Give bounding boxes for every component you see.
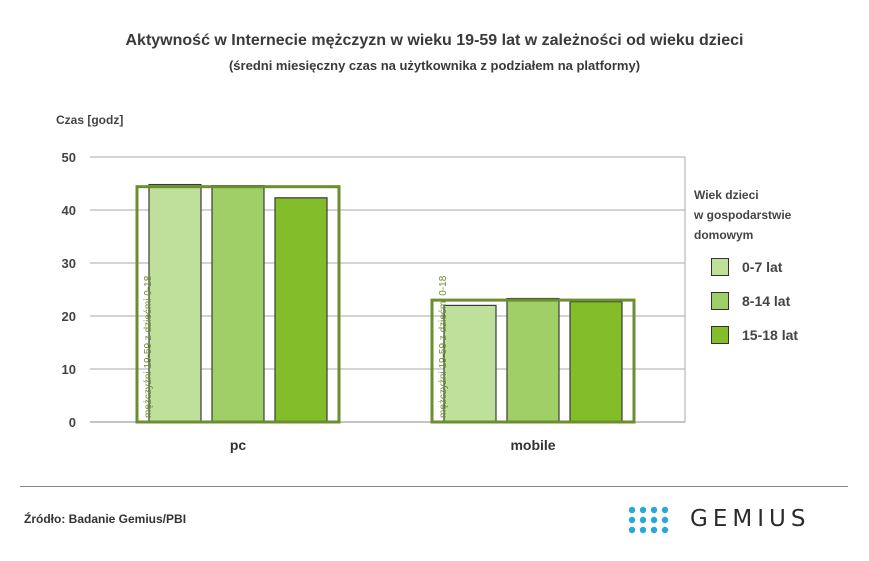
logo-dot xyxy=(650,506,658,514)
y-tick-label: 0 xyxy=(69,415,76,430)
chart-title: Aktywność w Internecie mężczyzn w wieku … xyxy=(125,32,744,49)
legend-label: 15-18 lat xyxy=(742,327,799,343)
reference-frame-pc xyxy=(135,185,341,424)
logo-dot xyxy=(650,516,658,524)
legend-title: Wiek dzieci w gospodarstwie domowym xyxy=(694,185,824,245)
legend-swatch xyxy=(711,326,729,344)
y-tick-label: 30 xyxy=(62,256,76,271)
legend-label: 0-7 lat xyxy=(742,259,783,275)
x-tick-label: mobile xyxy=(510,437,555,453)
logo-text: GEMIUS xyxy=(690,506,811,532)
logo-dot xyxy=(628,516,636,524)
bar-mobile-0 xyxy=(443,304,497,423)
legend-title-line: domowym xyxy=(694,228,754,242)
y-tick-label: 50 xyxy=(62,150,76,165)
reference-frame-mobile xyxy=(430,298,636,424)
y-tick-label: 40 xyxy=(62,203,76,218)
reference-label: mężczyźni 19-59 z dziećmi 0-18 xyxy=(143,275,154,418)
logo-dot xyxy=(661,516,669,524)
y-tick-label: 10 xyxy=(62,362,76,377)
bar-pc-1 xyxy=(211,185,265,423)
logo-dot xyxy=(650,526,658,534)
y-axis-label: Czas [godz] xyxy=(56,113,123,127)
legend-title-line: w gospodarstwie xyxy=(694,208,792,222)
logo-dot xyxy=(639,506,647,514)
source-note: Źródło: Badanie Gemius/PBI xyxy=(24,512,187,526)
bar-pc-0 xyxy=(148,183,202,423)
legend-title-line: Wiek dzieci xyxy=(694,188,759,202)
bar-mobile-2 xyxy=(569,301,623,423)
logo-dots-icon xyxy=(628,506,669,534)
legend-label: 8-14 lat xyxy=(742,293,791,309)
reference-label: mężczyźni 19-59 z dziećmi 0-18 xyxy=(438,275,449,418)
x-tick-label: pc xyxy=(230,437,247,453)
chart-subtitle: (średni miesięczny czas na użytkownika z… xyxy=(228,58,641,73)
y-tick-label: 20 xyxy=(62,309,76,324)
legend-swatch xyxy=(711,292,729,310)
logo-dot xyxy=(628,506,636,514)
bar-pc-2 xyxy=(274,197,328,423)
legend-swatch xyxy=(711,258,729,276)
footer-divider xyxy=(20,486,848,487)
bar-mobile-1 xyxy=(506,297,560,423)
logo-dot xyxy=(661,526,669,534)
chart-plot: Czas [godz] 0 10 20 30 40 50 mężczyźni 19-59 … xyxy=(56,113,686,453)
logo-dot xyxy=(661,506,669,514)
logo-dot xyxy=(639,526,647,534)
logo-dot xyxy=(628,526,636,534)
logo-dot xyxy=(639,516,647,524)
